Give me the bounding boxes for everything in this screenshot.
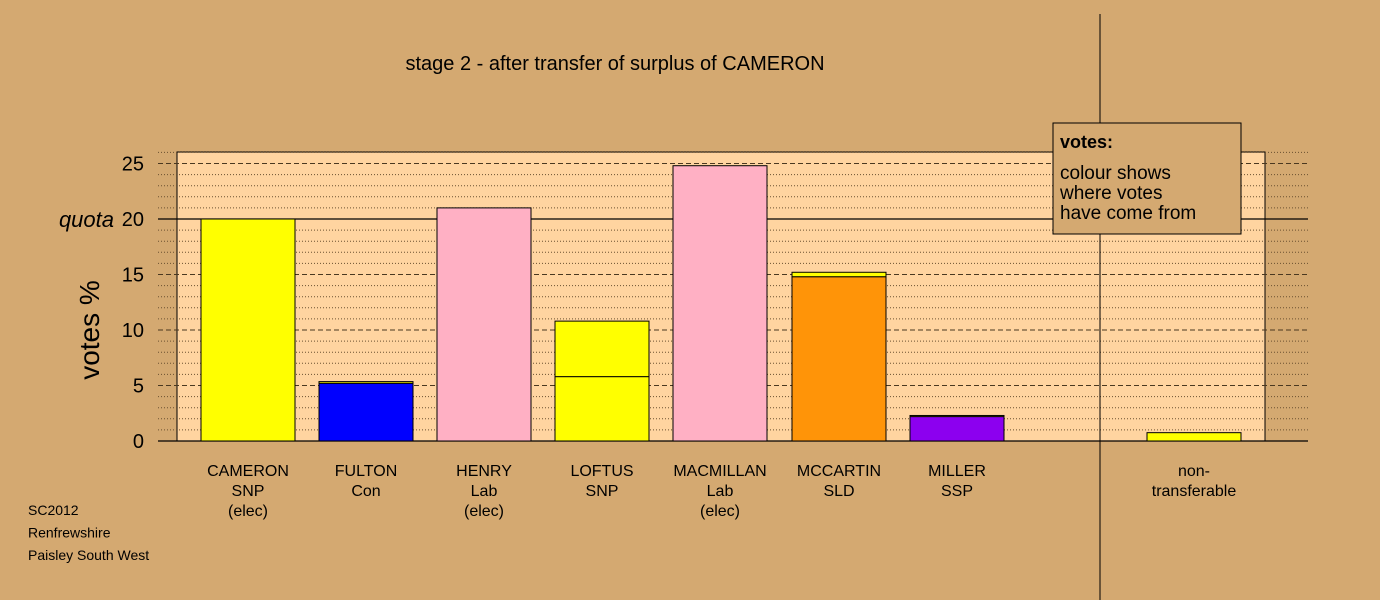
category-label: SNP xyxy=(586,483,619,500)
category-label: CAMERON xyxy=(207,463,289,480)
y-axis-label: votes % xyxy=(74,280,105,380)
legend-box xyxy=(1052,122,1242,235)
category-label: FULTON xyxy=(335,463,398,480)
category-label: MACMILLAN xyxy=(673,463,766,480)
bar-segment xyxy=(318,381,414,384)
bar-segment xyxy=(554,320,650,378)
category-label: Con xyxy=(351,483,380,500)
category-label: HENRY xyxy=(456,463,512,480)
nontransferable-label: non- xyxy=(1178,463,1210,480)
footer-line: Renfrewshire xyxy=(28,525,111,541)
legend-text: have come from xyxy=(1060,203,1196,224)
bar-segment xyxy=(554,376,650,442)
footer-line: Paisley South West xyxy=(28,547,149,563)
bar-segment xyxy=(672,165,768,442)
category-label: SSP xyxy=(941,483,973,500)
chart-title: stage 2 - after transfer of surplus of C… xyxy=(405,53,824,75)
category-label: (elec) xyxy=(700,503,740,520)
category-label: SNP xyxy=(232,483,265,500)
bar-segment xyxy=(436,207,532,442)
category-label: MILLER xyxy=(928,463,986,480)
category-label: LOFTUS xyxy=(570,463,633,480)
bar-segment xyxy=(791,271,887,278)
nontransferable-bar xyxy=(1146,432,1242,442)
bar-segment xyxy=(200,218,296,442)
category-label: (elec) xyxy=(464,503,504,520)
bar-segment xyxy=(909,414,1005,418)
bar-segment xyxy=(791,276,887,442)
category-label: SLD xyxy=(823,483,854,500)
y-tick-label: 15 xyxy=(122,265,144,287)
nontransferable-label: transferable xyxy=(1152,483,1237,500)
y-tick-label: 20 xyxy=(122,209,144,231)
bar-segment xyxy=(909,416,1005,442)
quota-label: quota xyxy=(59,207,114,232)
footer-line: SC2012 xyxy=(28,502,79,518)
category-label: Lab xyxy=(471,483,498,500)
y-tick-label: 0 xyxy=(133,431,144,453)
legend-title: votes: xyxy=(1060,132,1113,152)
category-label: Lab xyxy=(707,483,734,500)
legend-text: colour shows xyxy=(1060,163,1171,184)
y-tick-label: 25 xyxy=(122,154,144,176)
bar-segment xyxy=(318,382,414,442)
category-label: MCCARTIN xyxy=(797,463,881,480)
y-tick-label: 5 xyxy=(133,376,144,398)
y-tick-label: 10 xyxy=(122,320,144,342)
category-label: (elec) xyxy=(228,503,268,520)
legend-text: where votes xyxy=(1059,183,1162,204)
